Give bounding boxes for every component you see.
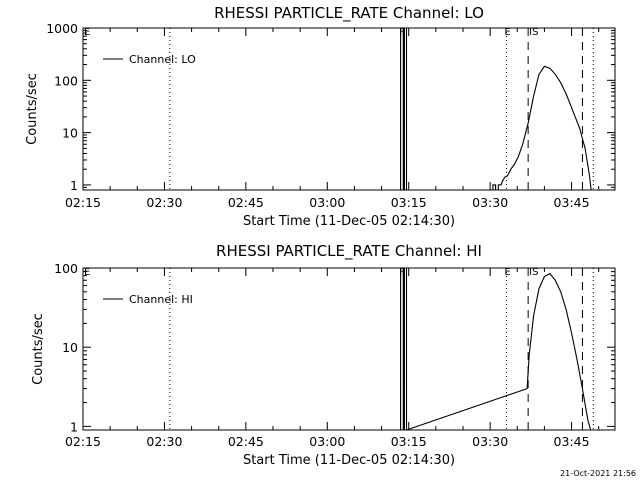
plot-frame [82, 267, 616, 431]
chart-panel-lo: RHESSI PARTICLE_RATE Channel: LO 02:15 02:… [25, 4, 616, 229]
x-tick-label: 03:45 [554, 195, 590, 210]
event-marker-label: E [504, 27, 510, 38]
x-tick-label: 02:45 [228, 195, 264, 210]
y-tick-label: 1 [70, 419, 78, 434]
event-marker-label: E [84, 267, 90, 278]
event-marker-label: IS [529, 27, 538, 38]
event-marker-label: F [399, 267, 405, 278]
x-tick-label: 03:45 [554, 434, 590, 449]
x-tick-label: 02:45 [228, 434, 264, 449]
y-tick-label: 10 [62, 126, 78, 141]
series-line [400, 267, 592, 431]
x-tick-label: 03:00 [309, 195, 345, 210]
x-tick-label: 03:30 [472, 195, 508, 210]
chart-panel-hi: RHESSI PARTICLE_RATE Channel: HI 02:15 02:… [31, 242, 616, 468]
x-tick-label: 03:00 [309, 434, 345, 449]
y-axis-label: Counts/sec [25, 73, 40, 145]
plot-frame [82, 27, 616, 191]
x-tick-label: 02:15 [65, 195, 101, 210]
timestamp: 21-Oct-2021 21:56 [560, 469, 636, 478]
x-tick-label: 03:15 [391, 434, 427, 449]
event-marker-label: F [399, 27, 405, 38]
event-marker-label: E [84, 27, 90, 38]
series-line [400, 27, 592, 191]
y-tick-label: 100 [54, 261, 78, 276]
x-axis-label: Start Time (11-Dec-05 02:14:30) [243, 453, 455, 468]
y-tick-label: 1 [70, 178, 78, 193]
event-marker-label: E [504, 267, 510, 278]
legend-label: Channel: LO [129, 53, 196, 66]
y-axis-label: Counts/sec [31, 313, 46, 385]
chart-title: RHESSI PARTICLE_RATE Channel: HI [216, 242, 482, 261]
x-tick-label: 03:30 [472, 434, 508, 449]
legend-label: Channel: HI [129, 293, 193, 306]
x-tick-label: 03:15 [391, 195, 427, 210]
x-tick-label: 02:15 [65, 434, 101, 449]
x-tick-label: 02:30 [146, 434, 182, 449]
x-tick-label: 02:30 [146, 195, 182, 210]
y-tick-label: 100 [54, 73, 78, 88]
chart-title: RHESSI PARTICLE_RATE Channel: LO [214, 4, 484, 23]
x-axis-label: Start Time (11-Dec-05 02:14:30) [243, 214, 455, 229]
y-tick-label: 1000 [46, 21, 78, 36]
event-marker-label: IS [529, 267, 538, 278]
y-tick-label: 10 [62, 340, 78, 355]
